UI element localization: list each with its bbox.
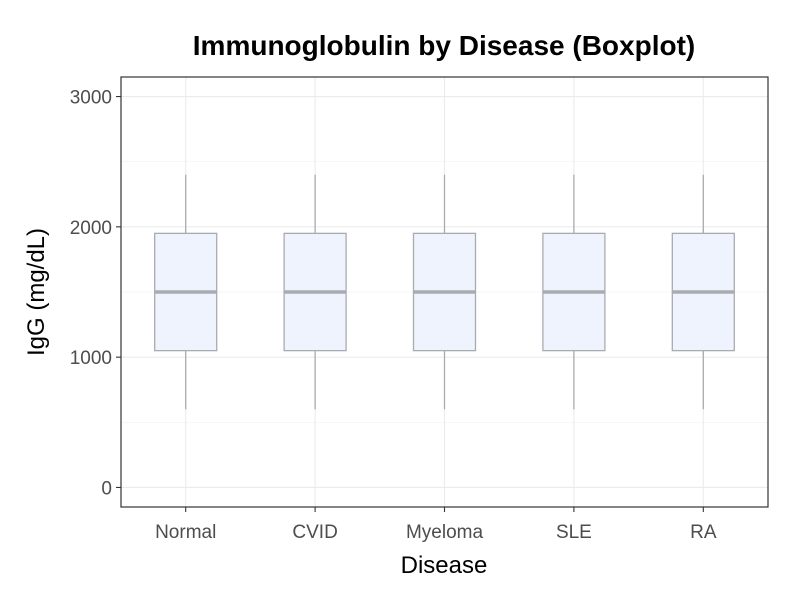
box-ra xyxy=(671,174,735,410)
x-tick-label: Myeloma xyxy=(406,522,484,543)
y-tick-label: 0 xyxy=(101,478,112,499)
box-normal xyxy=(154,174,218,410)
x-axis-label: Disease xyxy=(401,552,488,579)
x-tick-label: SLE xyxy=(556,522,592,543)
y-tick-label: 2000 xyxy=(70,218,112,239)
x-tick-label: CVID xyxy=(292,522,337,543)
box-sle xyxy=(542,174,606,410)
boxes-group xyxy=(154,174,735,410)
x-tick-label: Normal xyxy=(155,522,216,543)
y-tick-label: 1000 xyxy=(70,348,112,369)
y-axis-label: IgG (mg/dL) xyxy=(23,228,50,356)
axes-group: 0 1000 2000 3000 Normal CVID Myeloma SLE RA xyxy=(70,88,717,543)
y-tick-label: 3000 xyxy=(70,88,112,109)
box-cvid xyxy=(283,174,347,410)
box-myeloma xyxy=(412,174,477,410)
x-tick-label: RA xyxy=(690,522,717,543)
chart-title: Immunoglobulin by Disease (Boxplot) xyxy=(193,30,695,61)
